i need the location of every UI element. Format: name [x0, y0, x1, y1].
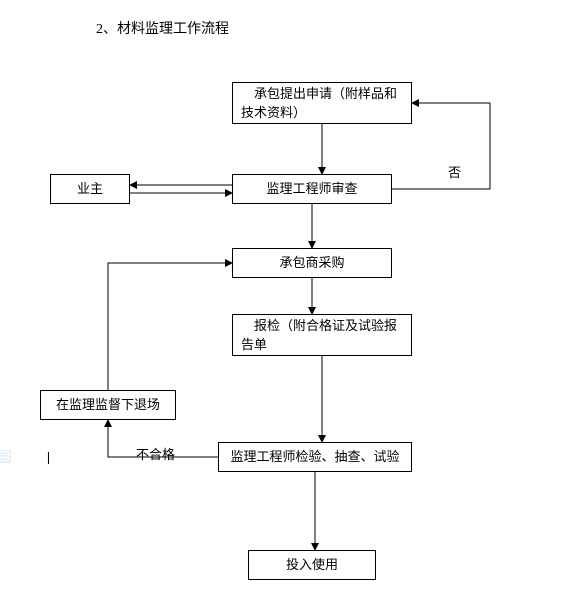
label-bad: 不合格: [136, 444, 175, 463]
node-inspect-text: 监理工程师检验、抽查、试验: [230, 447, 399, 467]
node-purchase: 承包商采购: [232, 248, 392, 278]
node-apply-text: 承包提出申请（附样品和技术资料）: [241, 84, 403, 123]
node-inspect: 监理工程师检验、抽查、试验: [218, 442, 412, 472]
node-report: 报检（附合格证及试验报告单: [232, 314, 412, 356]
page-margin-icon: [0, 450, 12, 464]
node-report-text: 报检（附合格证及试验报告单: [241, 316, 403, 355]
node-use: 投入使用: [248, 550, 376, 580]
node-owner-text: 业主: [77, 179, 103, 199]
node-owner: 业主: [50, 174, 130, 204]
node-review: 监理工程师审查: [232, 174, 392, 204]
node-exit-text: 在监理监督下退场: [56, 395, 160, 415]
label-no: 否: [448, 162, 461, 181]
node-exit: 在监理监督下退场: [40, 390, 176, 420]
stray-text: 丨: [42, 448, 56, 467]
page-title: 2、材料监理工作流程: [96, 18, 229, 38]
node-purchase-text: 承包商采购: [279, 253, 344, 273]
node-review-text: 监理工程师审查: [266, 179, 357, 199]
node-use-text: 投入使用: [286, 555, 338, 575]
node-apply: 承包提出申请（附样品和技术资料）: [232, 82, 412, 124]
